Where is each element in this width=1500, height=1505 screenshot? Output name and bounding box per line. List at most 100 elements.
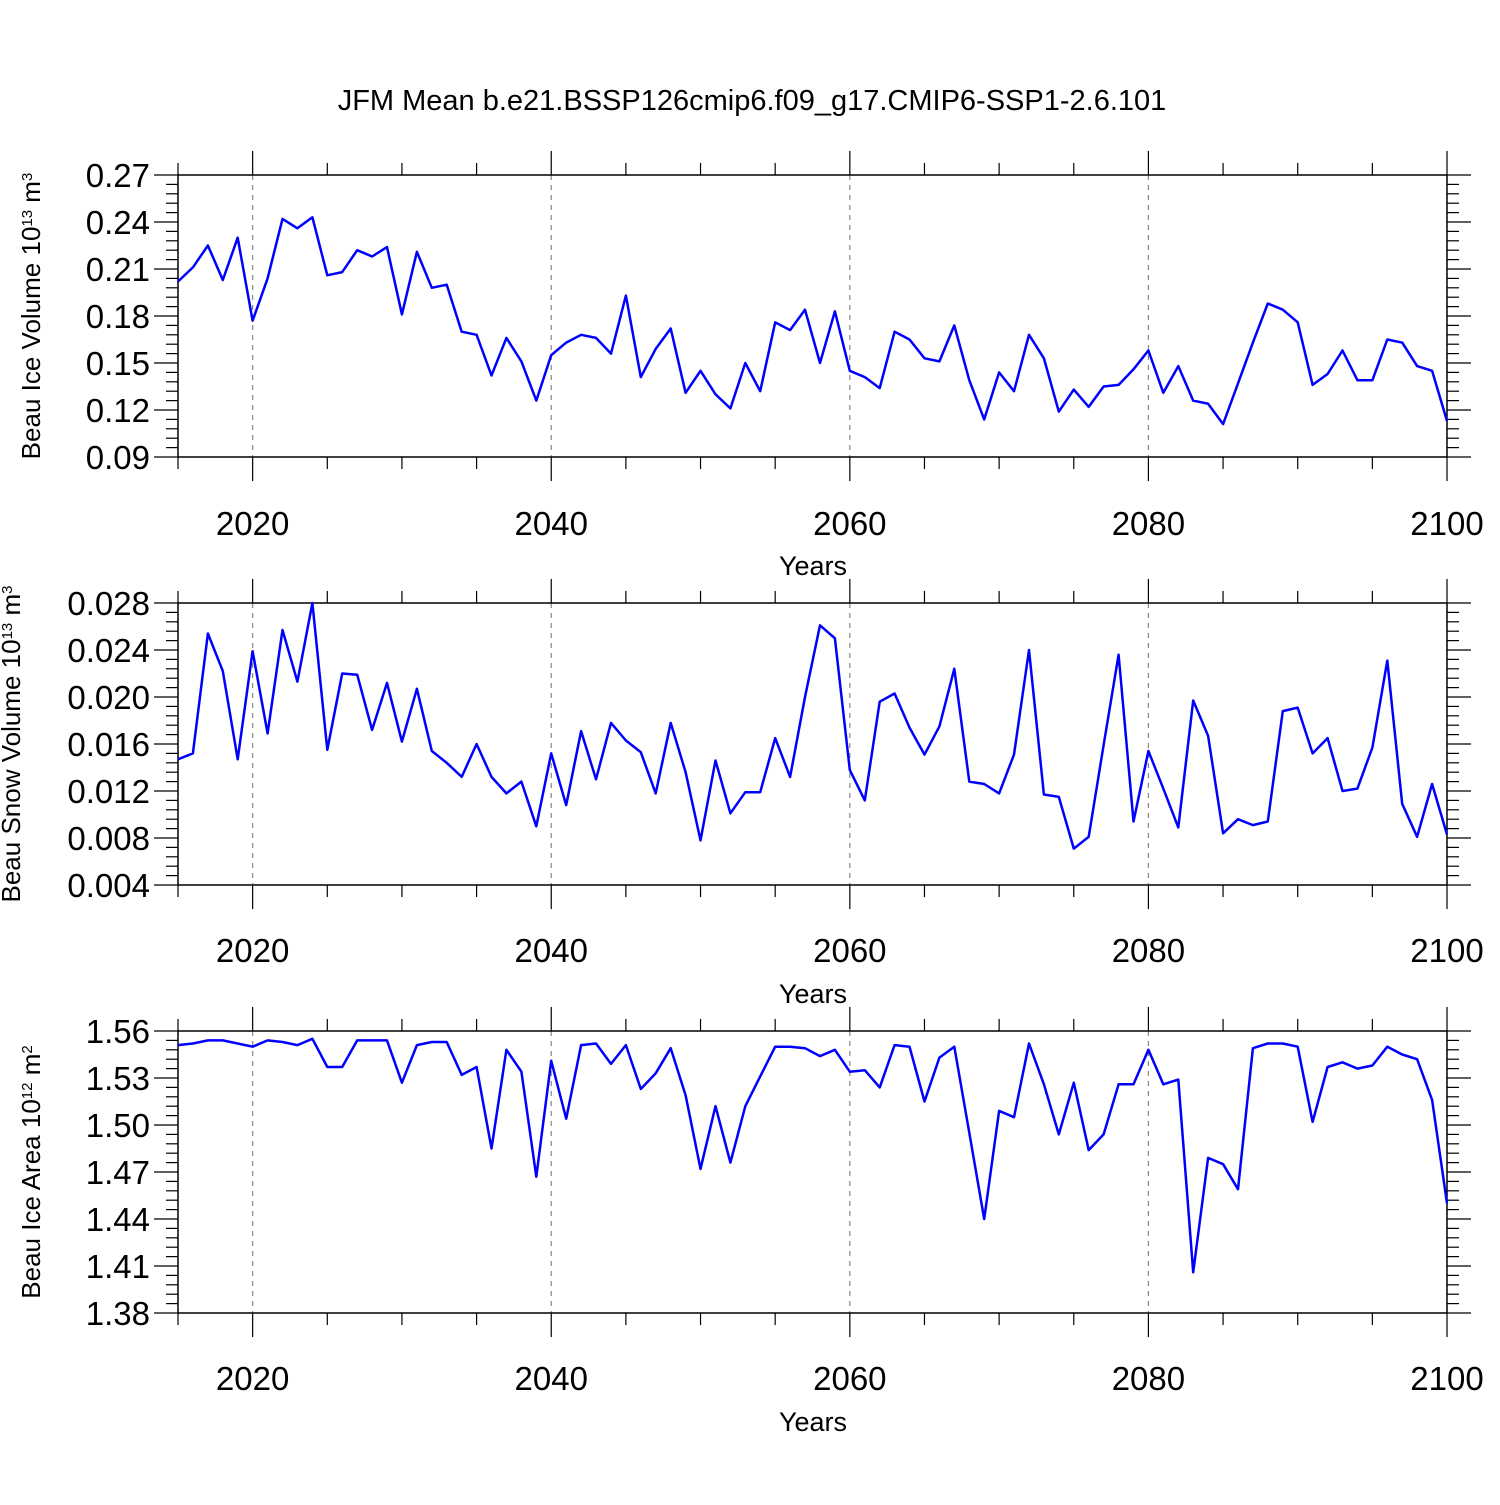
plot-frame xyxy=(177,1030,1448,1314)
x-tick-label: 2040 xyxy=(515,1360,588,1397)
data-point xyxy=(759,1075,761,1077)
data-point xyxy=(177,1044,179,1046)
data-point xyxy=(1431,783,1433,785)
data-point xyxy=(1043,1083,1045,1085)
data-point xyxy=(282,1041,284,1043)
data-point xyxy=(1028,1043,1030,1045)
data-point xyxy=(267,1039,269,1041)
data-point xyxy=(491,1148,493,1150)
x-tick-label: 2100 xyxy=(1410,1360,1483,1397)
data-point xyxy=(1222,832,1224,834)
data-point xyxy=(431,287,433,289)
data-point xyxy=(759,791,761,793)
data-point xyxy=(1312,752,1314,754)
data-point xyxy=(789,329,791,331)
data-point xyxy=(849,370,851,372)
data-point xyxy=(879,701,881,703)
data-point xyxy=(834,310,836,312)
data-point xyxy=(774,737,776,739)
x-axis-label: Years xyxy=(779,551,847,581)
data-point xyxy=(207,633,209,635)
data-point xyxy=(625,295,627,297)
data-point xyxy=(1103,386,1105,388)
data-point xyxy=(550,752,552,754)
data-point xyxy=(774,1046,776,1048)
x-tick-label: 2060 xyxy=(813,505,886,542)
data-point xyxy=(1013,754,1015,756)
data-point xyxy=(1252,1047,1254,1049)
data-point xyxy=(192,266,194,268)
data-point xyxy=(371,729,373,731)
data-point xyxy=(670,722,672,724)
data-point xyxy=(580,334,582,336)
data-point xyxy=(998,371,1000,373)
data-point xyxy=(446,1041,448,1043)
data-point xyxy=(938,1057,940,1059)
panel-3: 1.56 1.53 1.50 1.47 1.44 1.41 1.38 2020 2040 2060… xyxy=(16,1007,1484,1437)
y-tick-label: 0.27 xyxy=(86,157,150,194)
data-point xyxy=(1118,654,1120,656)
data-point xyxy=(1252,824,1254,826)
data-point xyxy=(1341,349,1343,351)
data-point xyxy=(1103,744,1105,746)
data-point xyxy=(640,376,642,378)
data-point xyxy=(1252,342,1254,344)
x-tick-label: 2040 xyxy=(515,932,588,969)
data-point xyxy=(1416,365,1418,367)
data-point xyxy=(177,281,179,283)
data-point xyxy=(834,637,836,639)
data-point xyxy=(252,650,254,652)
y-tick-label: 0.09 xyxy=(86,439,150,476)
data-point xyxy=(565,342,567,344)
x-tick-label: 2020 xyxy=(216,1360,289,1397)
data-point xyxy=(625,739,627,741)
data-point xyxy=(580,730,582,732)
data-point xyxy=(311,1038,313,1040)
data-point xyxy=(953,1046,955,1048)
data-point xyxy=(1356,1068,1358,1070)
data-point xyxy=(282,218,284,220)
data-point xyxy=(237,237,239,239)
data-point xyxy=(237,1043,239,1045)
data-point xyxy=(909,727,911,729)
panel-2: 0.028 0.024 0.020 0.016 0.012 0.008 0.004 2020 2… xyxy=(0,579,1484,1009)
data-point xyxy=(744,362,746,364)
data-point xyxy=(1147,349,1149,351)
data-point xyxy=(282,629,284,631)
data-point xyxy=(401,1082,403,1084)
data-point xyxy=(1282,1043,1284,1045)
x-tick-label: 2060 xyxy=(813,932,886,969)
data-point xyxy=(1237,818,1239,820)
data-point xyxy=(1371,1064,1373,1066)
data-point xyxy=(879,1086,881,1088)
data-point xyxy=(1192,700,1194,702)
y-tick-label: 0.004 xyxy=(67,867,150,904)
data-point xyxy=(446,762,448,764)
x-tick-label: 2100 xyxy=(1410,932,1483,969)
data-point xyxy=(1132,1083,1134,1085)
data-point xyxy=(968,1132,970,1134)
data-point xyxy=(356,249,358,251)
data-point xyxy=(1028,334,1030,336)
data-point xyxy=(1118,384,1120,386)
data-point xyxy=(416,688,418,690)
data-point xyxy=(834,1049,836,1051)
x-axis-label: Years xyxy=(779,979,847,1009)
data-point xyxy=(1282,309,1284,311)
data-point xyxy=(1431,370,1433,372)
data-point xyxy=(296,681,298,683)
y-axis-label: Beau Ice Volume 1013 m3 xyxy=(16,173,46,460)
data-point xyxy=(1297,707,1299,709)
data-point xyxy=(670,1047,672,1049)
x-axis-label: Years xyxy=(779,1407,847,1437)
data-point xyxy=(267,277,269,279)
data-point xyxy=(1118,1083,1120,1085)
data-point xyxy=(640,751,642,753)
data-point xyxy=(700,370,702,372)
data-point xyxy=(1058,411,1060,413)
y-tick-label: 0.020 xyxy=(67,679,150,716)
data-point xyxy=(1162,392,1164,394)
data-point xyxy=(744,791,746,793)
data-point xyxy=(655,792,657,794)
